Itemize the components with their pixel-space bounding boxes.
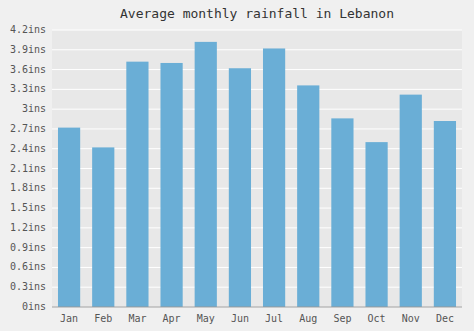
y-tick-label: 0.3ins [10, 281, 46, 292]
x-tick-label: Feb [94, 313, 112, 324]
grid-line [52, 49, 462, 50]
bar [58, 128, 80, 307]
x-tick-label: Jul [265, 313, 283, 324]
y-tick-label: 3.3ins [10, 83, 46, 94]
x-tick-label: Jan [60, 313, 78, 324]
bar [434, 121, 456, 307]
bar [229, 68, 251, 307]
grid-line [52, 307, 462, 308]
page: {"chart_data": {"type": "bar", "title": … [0, 0, 474, 331]
y-tick-label: 1.8ins [10, 182, 46, 193]
grid-line [52, 30, 462, 31]
x-tick-label: Nov [402, 313, 420, 324]
y-tick-label: 2.7ins [10, 123, 46, 134]
bar [331, 118, 353, 307]
grid-line [52, 69, 462, 70]
y-grid [52, 30, 462, 307]
bar [195, 42, 217, 307]
x-tick-label: Jun [231, 313, 249, 324]
bar [365, 142, 387, 307]
y-tick-label: 0.6ins [10, 261, 46, 272]
y-tick-label: 3.6ins [10, 64, 46, 75]
y-tick-labels: 0ins 0.3ins 0.6ins 0.9ins 1.2ins 1.5ins 1.8ins… [10, 24, 46, 312]
grid-line [52, 89, 462, 90]
chart-title: Average monthly rainfall in Lebanon [120, 6, 394, 21]
y-tick-label: 2.4ins [10, 143, 46, 154]
y-tick-label: 3ins [22, 103, 46, 114]
x-tick-label: May [197, 313, 215, 324]
chart-svg: 0ins 0.3ins 0.6ins 0.9ins 1.2ins 1.5ins 1.8ins… [0, 0, 474, 331]
x-tick-label: Oct [368, 313, 386, 324]
x-tick-label: Mar [128, 313, 146, 324]
plot-area [52, 30, 462, 307]
bar [263, 48, 285, 307]
y-tick-label: 1.5ins [10, 202, 46, 213]
y-tick-label: 2.1ins [10, 163, 46, 174]
bars [58, 42, 456, 307]
bar [160, 63, 182, 307]
x-tick-labels: Jan Feb Mar Apr May Jun Jul Aug Sep Oct Nov Dec [60, 313, 454, 324]
y-tick-label: 1.2ins [10, 222, 46, 233]
y-tick-label: 4.2ins [10, 24, 46, 35]
bar [400, 95, 422, 307]
bar [297, 85, 319, 307]
y-tick-label: 0.9ins [10, 242, 46, 253]
chart-container: 0ins 0.3ins 0.6ins 0.9ins 1.2ins 1.5ins 1.8ins… [0, 0, 474, 331]
x-tick-label: Dec [436, 313, 454, 324]
x-tick-label: Sep [333, 313, 351, 324]
x-tick-label: Apr [163, 313, 181, 324]
y-tick-label: 3.9ins [10, 44, 46, 55]
bar [92, 147, 114, 307]
bar [126, 62, 148, 307]
y-tick-label: 0ins [22, 301, 46, 312]
x-tick-label: Aug [299, 313, 317, 324]
x-axis-line [52, 307, 462, 308]
